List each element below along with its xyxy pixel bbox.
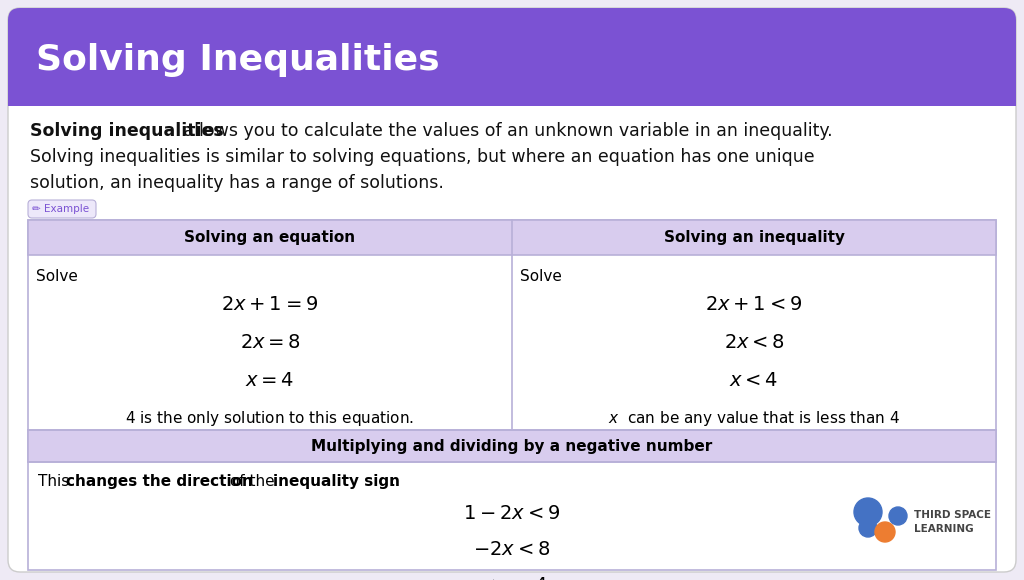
- Bar: [8, 60, 1016, 106]
- Text: $x > -4$: $x > -4$: [475, 576, 549, 580]
- Text: This: This: [38, 474, 74, 489]
- Text: inequality sign: inequality sign: [273, 474, 400, 489]
- Circle shape: [859, 519, 877, 537]
- Text: $2x + 1 < 9$: $2x + 1 < 9$: [706, 295, 803, 314]
- Circle shape: [854, 498, 882, 526]
- Text: $4$ is the only solution to this equation.: $4$ is the only solution to this equatio…: [125, 409, 415, 428]
- Text: Multiplying and dividing by a negative number: Multiplying and dividing by a negative n…: [311, 438, 713, 454]
- Text: Solving inequalities: Solving inequalities: [30, 122, 224, 140]
- Text: $2x = 8$: $2x = 8$: [240, 333, 300, 352]
- Text: LEARNING: LEARNING: [914, 524, 974, 534]
- FancyBboxPatch shape: [8, 8, 1016, 572]
- Text: Solve: Solve: [520, 269, 562, 284]
- Text: $2x + 1 = 9$: $2x + 1 = 9$: [221, 295, 318, 314]
- Text: Solving Inequalities: Solving Inequalities: [36, 43, 439, 77]
- Text: THIRD SPACE: THIRD SPACE: [914, 510, 991, 520]
- Text: $1 - 2x < 9$: $1 - 2x < 9$: [464, 504, 560, 523]
- Text: $x$  can be any value that is less than $4$: $x$ can be any value that is less than $…: [608, 409, 900, 428]
- Text: of the: of the: [225, 474, 280, 489]
- Text: $x < 4$: $x < 4$: [729, 371, 778, 390]
- Text: $x = 4$: $x = 4$: [246, 371, 295, 390]
- Circle shape: [874, 522, 895, 542]
- Text: Solving an equation: Solving an equation: [184, 230, 355, 245]
- Text: Solving inequalities is similar to solving equations, but where an equation has : Solving inequalities is similar to solvi…: [30, 148, 815, 166]
- Text: $-2x < 8$: $-2x < 8$: [473, 540, 551, 559]
- FancyBboxPatch shape: [28, 200, 96, 218]
- Text: .: .: [390, 474, 395, 489]
- Text: solution, an inequality has a range of solutions.: solution, an inequality has a range of s…: [30, 174, 443, 192]
- Text: Solving an inequality: Solving an inequality: [664, 230, 845, 245]
- FancyBboxPatch shape: [8, 8, 1016, 106]
- Text: Solve: Solve: [36, 269, 78, 284]
- Text: ✏ Example: ✏ Example: [32, 204, 89, 214]
- Text: changes the direction: changes the direction: [66, 474, 253, 489]
- Text: allows you to calculate the values of an unknown variable in an inequality.: allows you to calculate the values of an…: [178, 122, 833, 140]
- Bar: [28, 430, 996, 462]
- Bar: [28, 220, 996, 255]
- Text: $2x < 8$: $2x < 8$: [724, 333, 784, 352]
- Circle shape: [889, 507, 907, 525]
- Bar: [28, 220, 996, 570]
